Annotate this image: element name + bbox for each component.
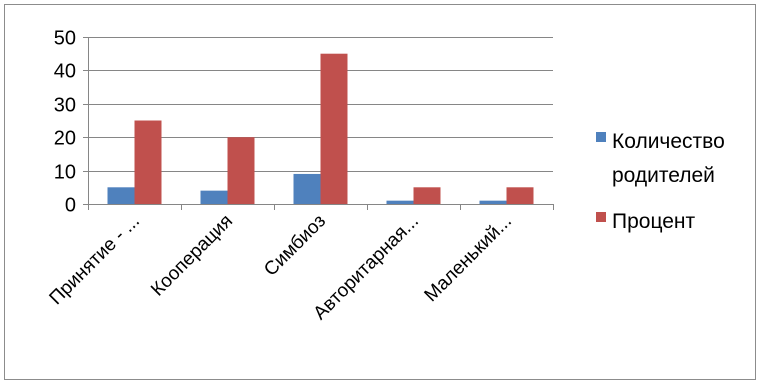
x-tick-label: Симбиоз <box>260 211 330 281</box>
bar-percent <box>506 187 534 204</box>
x-tick-label: Маленький... <box>421 211 516 306</box>
bar-count <box>479 200 507 204</box>
y-tick-label: 0 <box>65 195 76 217</box>
bar-count <box>200 190 228 204</box>
bar-count <box>293 173 321 204</box>
x-tick-labels: Принятие - ... Кооперация СимбиозАвторитар… <box>46 211 516 324</box>
bar-percent <box>134 120 162 204</box>
legend-label: родителей <box>612 164 715 187</box>
y-tick-label: 20 <box>54 128 76 150</box>
legend-swatch <box>596 212 606 222</box>
axes <box>83 37 554 210</box>
bar-count <box>107 187 135 204</box>
legend-label: Процент <box>612 210 696 233</box>
x-tick-label: Принятие - ... <box>46 211 144 309</box>
bar-count <box>386 200 414 204</box>
y-tick-label: 10 <box>54 162 76 184</box>
y-tick-label: 50 <box>54 28 76 50</box>
legend-label: Количество <box>612 130 725 153</box>
bar-percent <box>413 187 441 204</box>
legend-swatch <box>596 132 606 142</box>
bars <box>107 53 534 205</box>
bar-percent <box>320 53 348 205</box>
bar-percent <box>227 137 255 204</box>
y-tick-label: 30 <box>54 95 76 117</box>
y-tick-label: 40 <box>54 61 76 83</box>
legend: Количество родителей Процент <box>596 130 725 233</box>
x-tick-label: Кооперация <box>147 211 237 301</box>
y-tick-labels: 0 10 20 30 40 50 <box>54 28 76 217</box>
